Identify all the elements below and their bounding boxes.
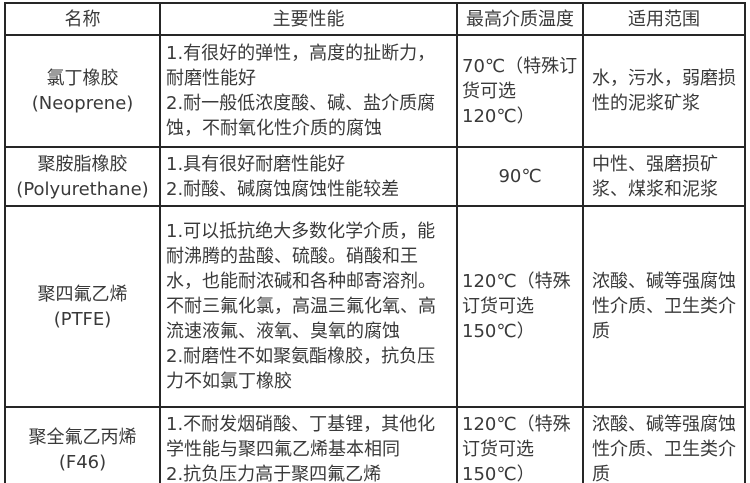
- table-row-ptfe: 聚四氟乙烯 (PTFE) 1.可以抵抗绝大多数化学介质，能耐沸腾的盐酸、硫酸。硝…: [4, 205, 746, 408]
- performance-item: 2.耐一般低浓度酸、碱、盐介质腐蚀，不耐氧化性介质的腐蚀: [166, 93, 436, 139]
- performance-cell: 1.具有很好耐磨性能好 2.耐酸、碱腐蚀腐蚀性能较差: [159, 146, 458, 207]
- max-temp-cell: 90℃: [456, 146, 584, 207]
- table-row-neoprene: 氯丁橡胶 (Neoprene) 1.有很好的弹性，高度的扯断力，耐磨性能好 2.…: [4, 34, 746, 148]
- performance-item: 2.耐酸、碱腐蚀腐蚀性能较差: [166, 178, 400, 200]
- application-cell: 浓酸、碱等强腐蚀性介质、卫生类介质: [582, 205, 746, 408]
- table-row-f46: 聚全氟乙丙烯 (F46) 1.不耐发烟硝酸、丁基锂，其他化学性能与聚四氟乙烯基本…: [4, 406, 746, 483]
- col-header-application: 适用范围: [582, 2, 746, 36]
- performance-cell: 1.不耐发烟硝酸、丁基锂，其他化学性能与聚四氟乙烯基本相同 2.抗负压力高于聚四…: [159, 406, 458, 483]
- material-name-cn: 氯丁橡胶: [46, 68, 119, 89]
- material-name-en: (F46): [58, 451, 107, 473]
- col-header-name: 名称: [4, 2, 161, 36]
- material-name-cell: 聚全氟乙丙烯 (F46): [4, 406, 161, 483]
- application-value: 水，污水，弱磨损性的泥浆矿浆: [592, 68, 736, 114]
- performance-item: 2.抗负压力高于聚四氟乙烯: [166, 464, 382, 483]
- material-name-cn: 聚全氟乙丙烯: [28, 426, 137, 448]
- performance-item: 1.有很好的弹性，高度的扯断力，耐磨性能好: [166, 43, 436, 89]
- max-temp-cell: 120℃（特殊订货可选150℃）: [456, 406, 584, 483]
- performance-item: 1.具有很好耐磨性能好: [166, 153, 346, 175]
- application-cell: 中性、强磨损矿浆、煤浆和泥浆: [582, 146, 746, 207]
- max-temp-cell: 70℃（特殊订货可选120℃）: [456, 34, 584, 148]
- performance-cell: 1.可以抵抗绝大多数化学介质，能耐沸腾的盐酸、硫酸。硝酸和王水，也能耐浓碱和各种…: [159, 205, 458, 408]
- application-value: 浓酸、碱等强腐蚀性介质、卫生类介质: [592, 414, 736, 483]
- lining-material-table: 名称 主要性能 最高介质温度 适用范围 氯丁橡胶 (Neoprene) 1.有很…: [4, 2, 746, 483]
- max-temp-cell: 120℃（特殊订货可选150℃）: [456, 205, 584, 408]
- table-row-polyurethane: 聚胺脂橡胶 (Polyurethane) 1.具有很好耐磨性能好 2.耐酸、碱腐…: [4, 146, 746, 207]
- material-name-cn: 聚胺脂橡胶: [37, 153, 128, 175]
- header-row: 名称 主要性能 最高介质温度 适用范围: [4, 2, 746, 36]
- material-name-cell: 聚四氟乙烯 (PTFE): [4, 205, 161, 408]
- max-temp-value: 70℃（特殊订货可选120℃）: [462, 55, 578, 127]
- application-cell: 浓酸、碱等强腐蚀性介质、卫生类介质: [582, 406, 746, 483]
- performance-item: 1.可以抵抗绝大多数化学介质，能耐沸腾的盐酸、硫酸。硝酸和王水，也能耐浓碱和各种…: [166, 221, 436, 342]
- material-name-cell: 聚胺脂橡胶 (Polyurethane): [4, 146, 161, 207]
- material-name-en: (Polyurethane): [16, 178, 149, 200]
- max-temp-value: 120℃（特殊订货可选150℃）: [462, 414, 571, 483]
- material-name-en: (Neoprene): [31, 93, 134, 114]
- max-temp-value: 90℃: [498, 166, 542, 187]
- performance-item: 1.不耐发烟硝酸、丁基锂，其他化学性能与聚四氟乙烯基本相同: [166, 414, 436, 460]
- max-temp-value: 120℃（特殊订货可选150℃）: [462, 271, 571, 342]
- application-value: 中性、强磨损矿浆、煤浆和泥浆: [592, 153, 718, 200]
- col-header-performance: 主要性能: [159, 2, 458, 36]
- performance-cell: 1.有很好的弹性，高度的扯断力，耐磨性能好 2.耐一般低浓度酸、碱、盐介质腐蚀，…: [159, 34, 458, 148]
- application-cell: 水，污水，弱磨损性的泥浆矿浆: [582, 34, 746, 148]
- application-value: 浓酸、碱等强腐蚀性介质、卫生类介质: [592, 271, 736, 342]
- material-name-en: (PTFE): [53, 308, 112, 330]
- material-name-cell: 氯丁橡胶 (Neoprene): [4, 34, 161, 148]
- material-name-cn: 聚四氟乙烯: [37, 283, 128, 305]
- performance-item: 2.耐磨性不如聚氨酯橡胶，抗负压力不如氯丁橡胶: [166, 346, 436, 392]
- col-header-max-temp: 最高介质温度: [456, 2, 584, 36]
